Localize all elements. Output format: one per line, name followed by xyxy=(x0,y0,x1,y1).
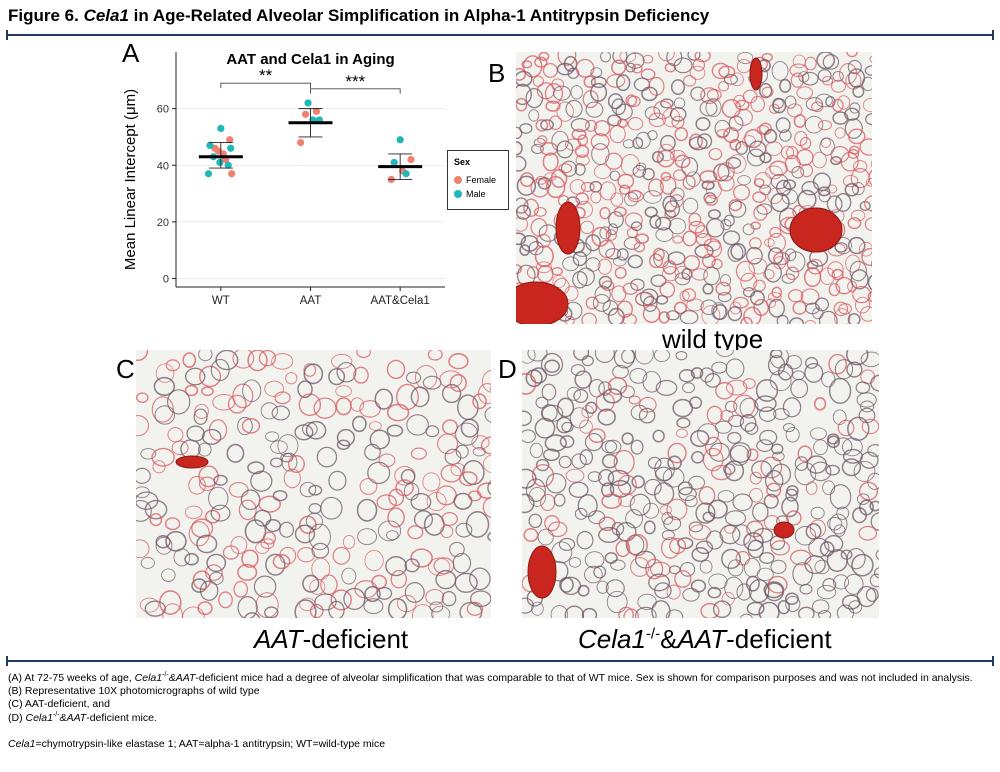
panel-letter-a: A xyxy=(122,38,140,68)
data-point-female xyxy=(407,155,415,164)
data-point-male xyxy=(206,141,214,150)
y-tick-label: 0 xyxy=(163,274,169,286)
data-point-female xyxy=(226,136,234,144)
blood-vessel xyxy=(555,201,581,255)
micrograph-wild-type xyxy=(516,52,872,324)
top-divider xyxy=(6,30,994,40)
figure-title: Figure 6. Cela1 in Age-Related Alveolar … xyxy=(8,6,710,25)
panel-a-chart: AAT and Cela1 in Aging 0 20 40 60 WT AAT AAT&Ce… xyxy=(122,51,445,307)
caption-aat-deficient: AAT-deficient xyxy=(254,624,409,654)
data-point-male xyxy=(304,99,312,107)
legend-label-female: Female xyxy=(466,175,497,185)
blood-vessel xyxy=(516,281,569,324)
data-point-male xyxy=(216,158,224,167)
note-abbreviations: Cela1=chymotrypsin-like elastase 1; AAT=… xyxy=(8,737,386,750)
y-tick-label: 60 xyxy=(157,104,169,116)
data-point-male xyxy=(217,124,225,133)
blood-vessel xyxy=(527,545,557,599)
legend-label-male: Male xyxy=(466,189,486,199)
x-tick-label: AAT xyxy=(300,295,322,307)
note-c: (C) AAT-deficient, and xyxy=(8,698,110,711)
data-point-female xyxy=(297,139,305,147)
panel-letter-b: B xyxy=(488,58,506,88)
significance-label: *** xyxy=(345,72,365,91)
panel-letter-d: D xyxy=(498,354,517,384)
legend-swatch-male xyxy=(454,190,462,198)
y-tick-label: 20 xyxy=(157,217,169,229)
data-point-male xyxy=(396,136,404,144)
data-point-male xyxy=(204,170,213,178)
note-b: (B) Representative 10X photomicrographs … xyxy=(8,685,260,698)
data-point-female xyxy=(312,107,321,116)
x-tick-label: WT xyxy=(212,295,230,307)
data-point-male xyxy=(227,144,235,152)
panel-letter-c: C xyxy=(116,354,135,384)
bottom-divider xyxy=(6,656,994,666)
y-tick-label: 40 xyxy=(157,160,169,172)
blood-vessel xyxy=(749,57,763,91)
legend-swatch-female xyxy=(454,176,462,184)
data-point-male xyxy=(390,158,398,167)
data-point-female xyxy=(228,170,236,178)
y-axis-label: Mean Linear Intercept (μm) xyxy=(122,89,139,270)
data-point-male xyxy=(402,170,410,178)
note-a: (A) At 72-75 weeks of age, Cela1-/-&AAT-… xyxy=(8,671,973,685)
note-d: (D) Cela1-/-&AAT-deficient mice. xyxy=(8,711,157,724)
data-point-female xyxy=(301,110,310,118)
blood-vessel xyxy=(175,455,209,469)
micrograph-aat-deficient xyxy=(136,350,491,618)
chart-legend: Sex Female Male xyxy=(447,150,509,210)
micrograph-cela1-aat-deficient xyxy=(522,350,879,618)
data-point-female xyxy=(214,147,222,155)
significance-bracket xyxy=(220,82,311,89)
caption-wild-type: wild type xyxy=(662,324,764,354)
significance-bracket xyxy=(310,88,401,94)
figure-notes: (A) At 72-75 weeks of age, Cela1-/-&AAT-… xyxy=(8,672,993,751)
blood-vessel xyxy=(773,521,795,539)
legend-title: Sex xyxy=(454,157,471,167)
data-point-male xyxy=(224,161,232,169)
legend-item-male: Male xyxy=(454,189,486,199)
caption-cela1-aat-deficient: Cela1-/-&AAT-deficient xyxy=(578,624,832,654)
alveolar-septa xyxy=(136,350,491,618)
blood-vessel xyxy=(789,207,843,253)
significance-label: ** xyxy=(259,66,273,85)
x-tick-label: AAT&Cela1 xyxy=(371,295,430,307)
legend-item-female: Female xyxy=(454,175,496,185)
chart-title: AAT and Cela1 in Aging xyxy=(226,51,394,68)
